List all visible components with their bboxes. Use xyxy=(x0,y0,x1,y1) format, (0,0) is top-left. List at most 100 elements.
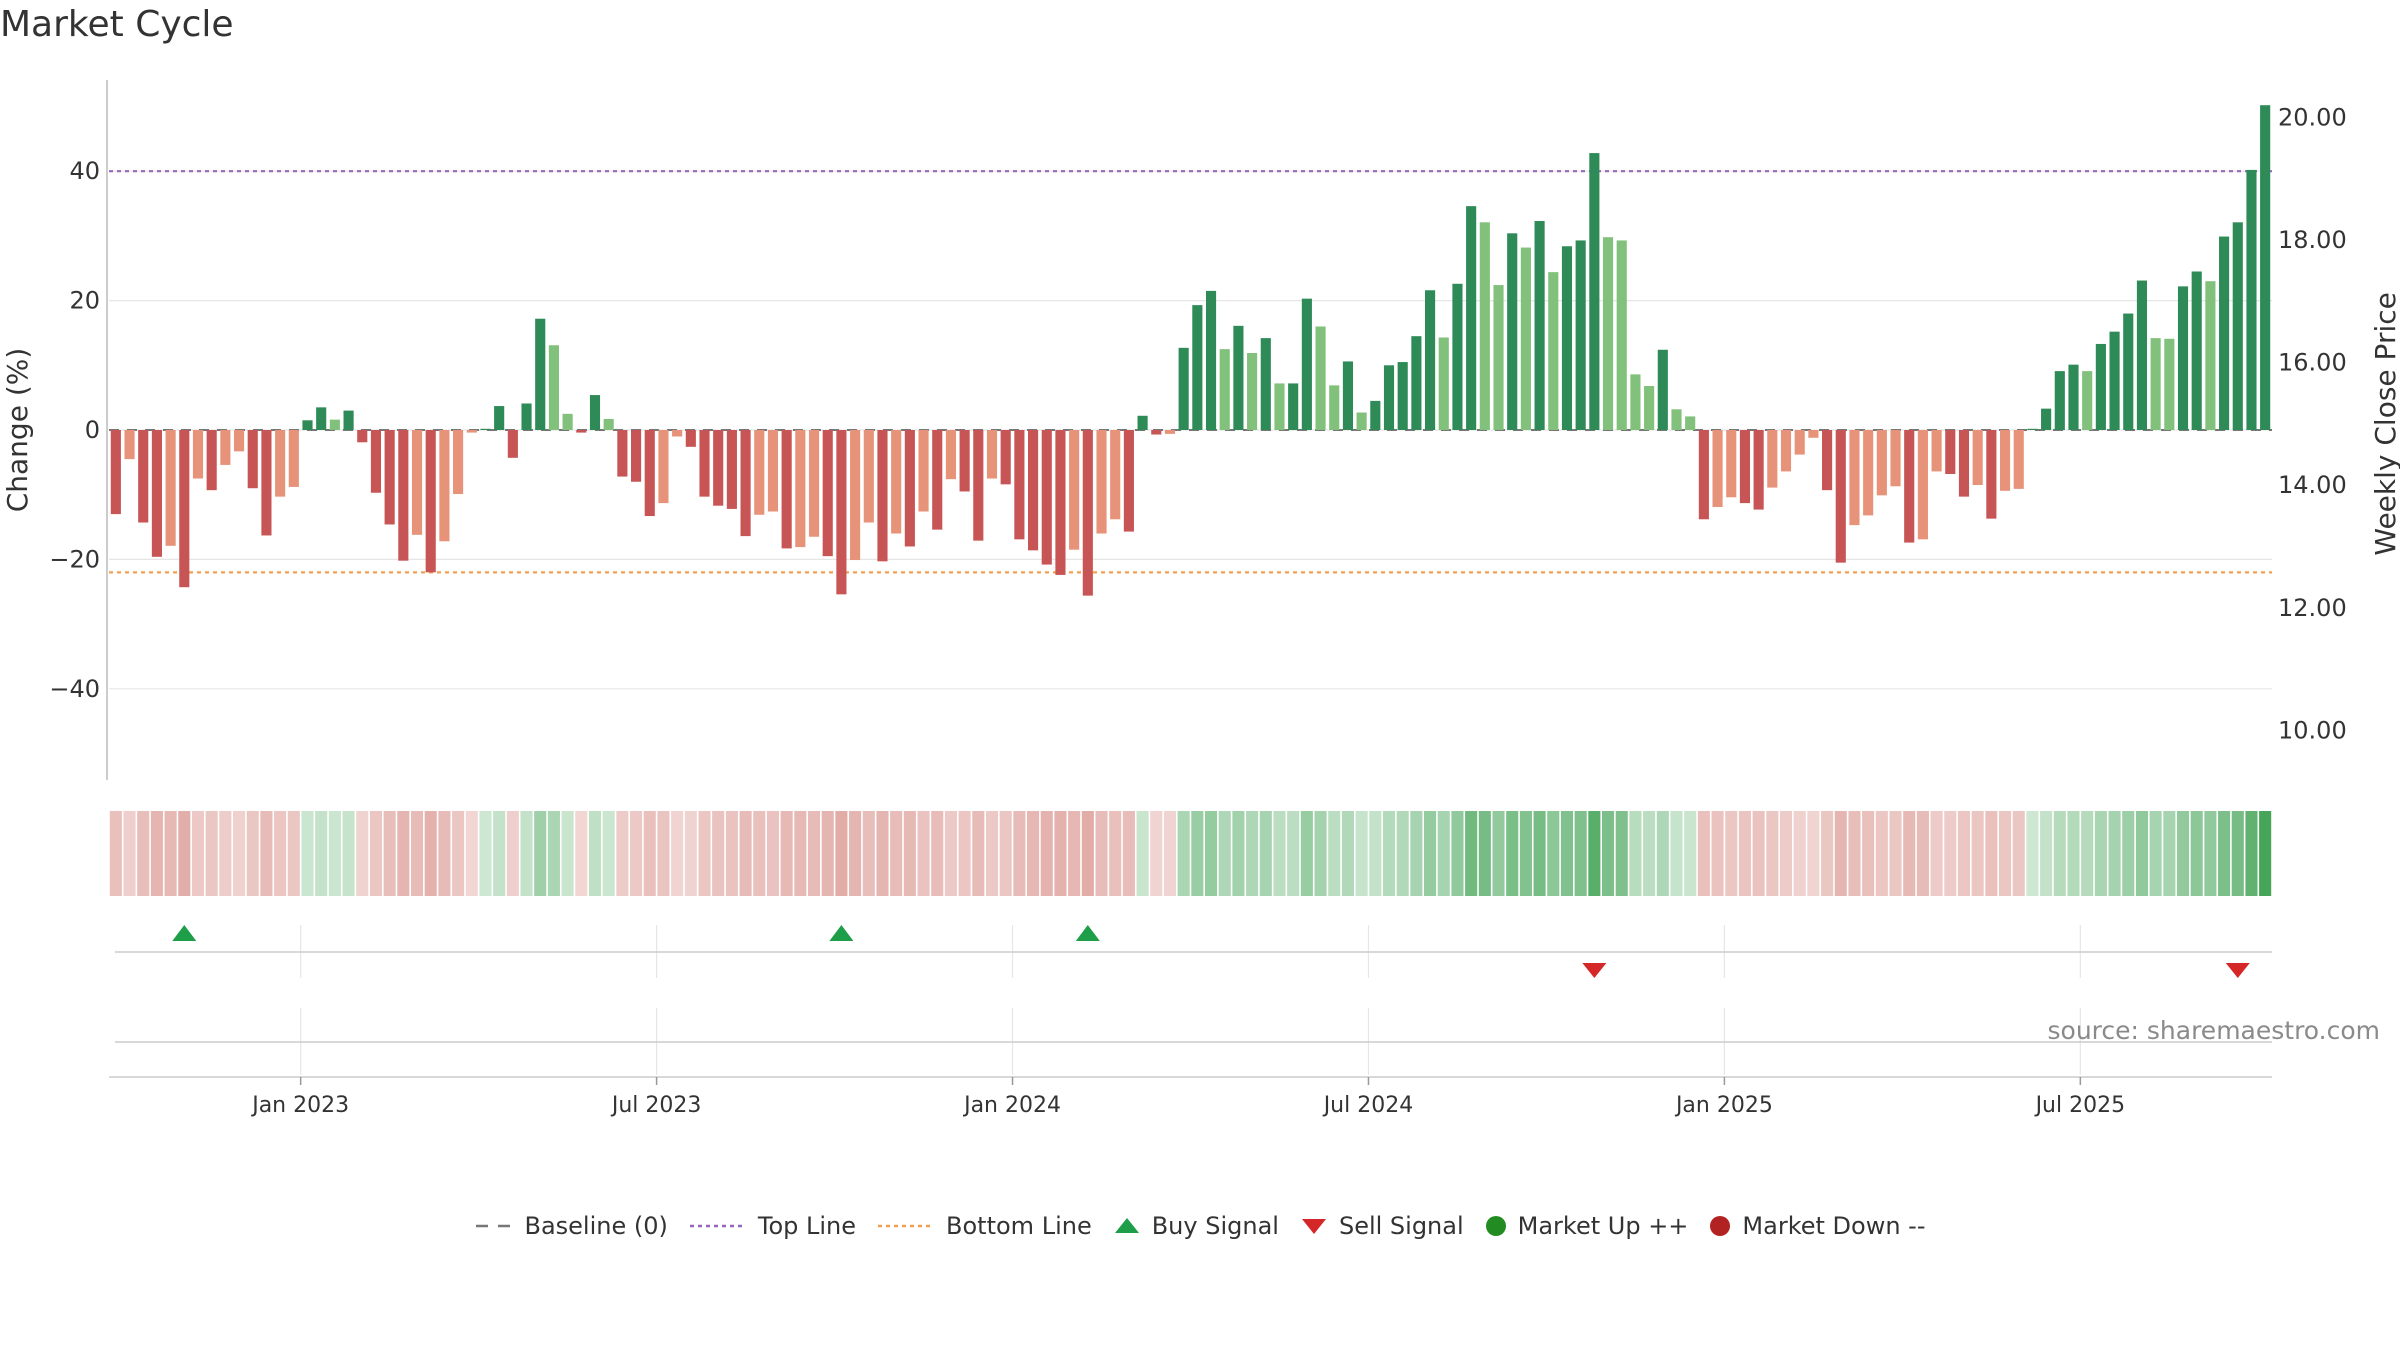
bar xyxy=(1835,430,1846,563)
bar xyxy=(1425,290,1436,430)
bar xyxy=(1630,374,1641,430)
bar xyxy=(548,345,559,430)
bar xyxy=(822,430,833,557)
heat-cell xyxy=(1259,811,1272,896)
heat-cell xyxy=(2067,811,2080,896)
heat-cell xyxy=(698,811,711,896)
bar xyxy=(1397,362,1408,430)
bar xyxy=(453,430,464,495)
heat-cell xyxy=(616,811,629,896)
heat-cell xyxy=(1109,811,1122,896)
heat-cell xyxy=(1560,811,1574,896)
heat-cell xyxy=(766,811,780,896)
bar xyxy=(357,430,368,443)
heat-cell xyxy=(1779,811,1793,896)
bar xyxy=(1479,222,1490,430)
heat-cell xyxy=(684,811,697,896)
bar xyxy=(179,430,190,588)
bar xyxy=(740,430,751,537)
bar xyxy=(1548,272,1559,430)
bar xyxy=(1452,283,1463,430)
heat-cell xyxy=(205,811,218,896)
heat-cell xyxy=(1916,811,1929,896)
bar xyxy=(261,430,272,536)
heat-cell xyxy=(506,811,519,896)
bar xyxy=(398,430,409,561)
bar xyxy=(2177,286,2189,430)
bar xyxy=(672,430,683,437)
heat-cell xyxy=(712,811,725,896)
bar xyxy=(1123,430,1134,532)
x-tick-label: Jul 2023 xyxy=(610,1093,702,1118)
bar xyxy=(2136,280,2148,430)
bar xyxy=(1958,430,1970,497)
heat-cell xyxy=(931,811,944,896)
heat-cell xyxy=(849,811,862,896)
bar xyxy=(1069,430,1080,550)
legend-label-baseline: Baseline (0) xyxy=(524,1212,668,1240)
heat-cell xyxy=(1793,811,1806,896)
bar xyxy=(1096,430,1107,534)
bar xyxy=(1370,400,1381,430)
heat-cell xyxy=(1903,811,1916,896)
bar xyxy=(1438,337,1449,430)
legend-item-bottom-line: Bottom Line xyxy=(876,1212,1092,1240)
bar xyxy=(1151,430,1162,435)
heat-cell xyxy=(1697,811,1710,896)
heat-cell xyxy=(630,811,643,896)
heat-cell xyxy=(1944,811,1957,896)
heat-cell xyxy=(1656,811,1669,896)
top-line-swatch-icon xyxy=(689,1224,746,1228)
heat-cell xyxy=(1738,811,1751,896)
bar xyxy=(576,430,587,433)
heat-cell xyxy=(890,811,903,896)
bar xyxy=(110,430,121,515)
right-axis-label: Weekly Close Price xyxy=(2369,292,2400,555)
buy-signal-marker xyxy=(172,925,197,941)
bar xyxy=(685,430,696,447)
heat-cell xyxy=(602,811,615,896)
bar xyxy=(425,430,436,573)
legend-label-bottom-line: Bottom Line xyxy=(946,1212,1092,1240)
bar xyxy=(480,428,491,430)
heat-cell xyxy=(1081,811,1094,896)
heat-cell xyxy=(1711,811,1724,896)
bar xyxy=(1698,430,1709,520)
heat-cell xyxy=(315,811,328,896)
heat-cell xyxy=(1752,811,1765,896)
right-tick-label: 20.00 xyxy=(2278,103,2347,131)
bar xyxy=(904,430,915,547)
bar xyxy=(603,419,614,430)
heat-cell xyxy=(1506,811,1519,896)
bar xyxy=(1520,247,1531,430)
left-tick-label: 20 xyxy=(69,287,100,315)
heat-cell xyxy=(1040,811,1053,896)
bar xyxy=(1822,430,1833,491)
left-tick-label: 40 xyxy=(69,157,100,185)
heat-cell xyxy=(2190,811,2203,896)
bar xyxy=(1028,430,1039,551)
bar xyxy=(2041,408,2052,430)
bar xyxy=(1945,430,1956,474)
heat-cell xyxy=(2081,811,2094,896)
heat-cell xyxy=(1834,811,1847,896)
bar xyxy=(1507,233,1518,430)
heat-cell xyxy=(1930,811,1943,896)
baseline-swatch-icon xyxy=(476,1224,513,1228)
heat-cell xyxy=(1547,811,1560,896)
bar xyxy=(343,410,354,430)
heat-cell xyxy=(1068,811,1081,896)
bar xyxy=(2191,271,2202,430)
bar xyxy=(699,430,710,497)
heat-cell xyxy=(219,811,232,896)
heat-cell xyxy=(1766,811,1779,896)
bar xyxy=(562,413,573,430)
heat-cell xyxy=(2026,811,2039,896)
bar xyxy=(767,430,779,512)
heat-cell xyxy=(342,811,355,896)
heat-cell xyxy=(2259,811,2272,896)
bar xyxy=(439,430,450,542)
heat-cell xyxy=(1999,811,2012,896)
heat-cell xyxy=(1287,811,1300,896)
